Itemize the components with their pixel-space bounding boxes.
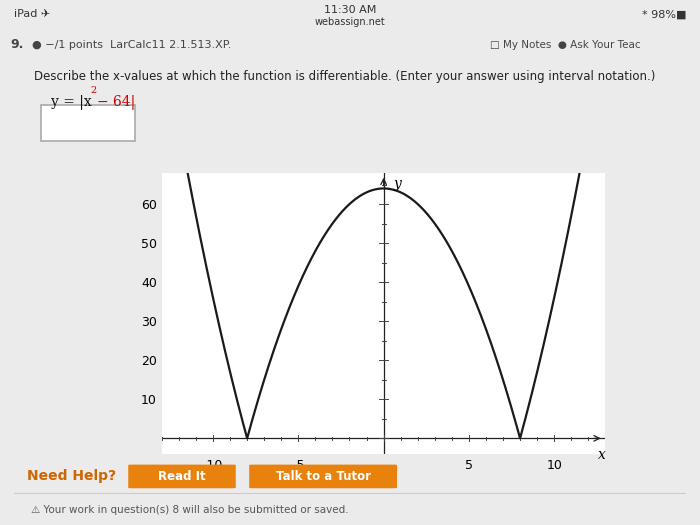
Text: y = |x: y = |x	[51, 94, 92, 110]
Text: Need Help?: Need Help?	[27, 469, 117, 484]
Text: 11:30 AM: 11:30 AM	[324, 5, 376, 15]
Text: Talk to a Tutor: Talk to a Tutor	[276, 470, 370, 483]
Text: * 98%■: * 98%■	[641, 9, 686, 19]
Text: x: x	[598, 448, 606, 462]
FancyBboxPatch shape	[41, 104, 135, 141]
Text: Describe the x-values at which the function is differentiable. (Enter your answe: Describe the x-values at which the funct…	[34, 70, 655, 83]
Text: □ My Notes  ● Ask Your Teac: □ My Notes ● Ask Your Teac	[490, 39, 640, 50]
Text: Read It: Read It	[158, 470, 206, 483]
FancyBboxPatch shape	[128, 465, 236, 488]
Text: 9.: 9.	[10, 38, 24, 51]
FancyBboxPatch shape	[249, 465, 397, 488]
Text: webassign.net: webassign.net	[314, 17, 386, 27]
Text: 2: 2	[90, 87, 97, 96]
Text: y: y	[393, 177, 401, 191]
Text: − 64|: − 64|	[97, 94, 136, 110]
Text: ● −/1 points  LarCalc11 2.1.513.XP.: ● −/1 points LarCalc11 2.1.513.XP.	[32, 39, 231, 50]
Text: iPad ✈: iPad ✈	[14, 9, 50, 19]
Text: ⚠ Your work in question(s) 8 will also be submitted or saved.: ⚠ Your work in question(s) 8 will also b…	[31, 505, 349, 514]
